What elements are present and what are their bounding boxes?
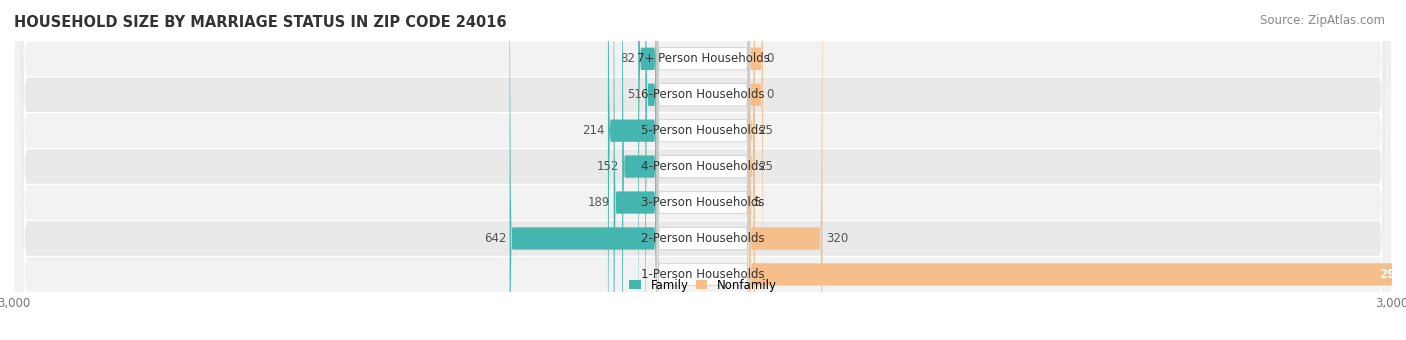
FancyBboxPatch shape bbox=[748, 0, 752, 340]
Text: 152: 152 bbox=[596, 160, 619, 173]
Text: Source: ZipAtlas.com: Source: ZipAtlas.com bbox=[1260, 14, 1385, 27]
Text: 25: 25 bbox=[758, 160, 773, 173]
Text: 320: 320 bbox=[825, 232, 848, 245]
Text: 642: 642 bbox=[484, 232, 506, 245]
Text: 5: 5 bbox=[754, 196, 761, 209]
FancyBboxPatch shape bbox=[623, 0, 657, 340]
FancyBboxPatch shape bbox=[15, 0, 1391, 340]
FancyBboxPatch shape bbox=[15, 0, 1391, 340]
FancyBboxPatch shape bbox=[15, 0, 1391, 340]
FancyBboxPatch shape bbox=[749, 0, 755, 340]
FancyBboxPatch shape bbox=[749, 0, 823, 340]
Text: 25: 25 bbox=[758, 124, 773, 137]
FancyBboxPatch shape bbox=[15, 0, 1391, 340]
FancyBboxPatch shape bbox=[613, 0, 657, 340]
FancyBboxPatch shape bbox=[607, 0, 657, 340]
Text: 6-Person Households: 6-Person Households bbox=[641, 88, 765, 101]
Text: 0: 0 bbox=[766, 88, 773, 101]
FancyBboxPatch shape bbox=[657, 0, 749, 340]
Text: 189: 189 bbox=[588, 196, 610, 209]
FancyBboxPatch shape bbox=[15, 0, 1391, 340]
Text: 2-Person Households: 2-Person Households bbox=[641, 232, 765, 245]
FancyBboxPatch shape bbox=[749, 0, 762, 335]
FancyBboxPatch shape bbox=[645, 0, 657, 340]
FancyBboxPatch shape bbox=[15, 0, 1391, 340]
FancyBboxPatch shape bbox=[509, 0, 657, 340]
Text: 5-Person Households: 5-Person Households bbox=[641, 124, 765, 137]
Text: 0: 0 bbox=[766, 52, 773, 65]
FancyBboxPatch shape bbox=[657, 0, 749, 340]
Text: 51: 51 bbox=[627, 88, 643, 101]
FancyBboxPatch shape bbox=[749, 0, 1406, 340]
Text: 214: 214 bbox=[582, 124, 605, 137]
FancyBboxPatch shape bbox=[657, 0, 749, 340]
FancyBboxPatch shape bbox=[657, 0, 749, 340]
FancyBboxPatch shape bbox=[749, 0, 755, 340]
Text: 82: 82 bbox=[620, 52, 634, 65]
FancyBboxPatch shape bbox=[657, 0, 749, 340]
Legend: Family, Nonfamily: Family, Nonfamily bbox=[630, 278, 776, 291]
Text: HOUSEHOLD SIZE BY MARRIAGE STATUS IN ZIP CODE 24016: HOUSEHOLD SIZE BY MARRIAGE STATUS IN ZIP… bbox=[14, 15, 506, 30]
Text: 3-Person Households: 3-Person Households bbox=[641, 196, 765, 209]
FancyBboxPatch shape bbox=[657, 0, 749, 340]
FancyBboxPatch shape bbox=[749, 0, 762, 340]
Text: 2903: 2903 bbox=[1379, 268, 1406, 281]
FancyBboxPatch shape bbox=[15, 0, 1391, 340]
FancyBboxPatch shape bbox=[638, 0, 657, 340]
FancyBboxPatch shape bbox=[657, 0, 749, 340]
Text: 7+ Person Households: 7+ Person Households bbox=[637, 52, 769, 65]
Text: 1-Person Households: 1-Person Households bbox=[641, 268, 765, 281]
Text: 4-Person Households: 4-Person Households bbox=[641, 160, 765, 173]
